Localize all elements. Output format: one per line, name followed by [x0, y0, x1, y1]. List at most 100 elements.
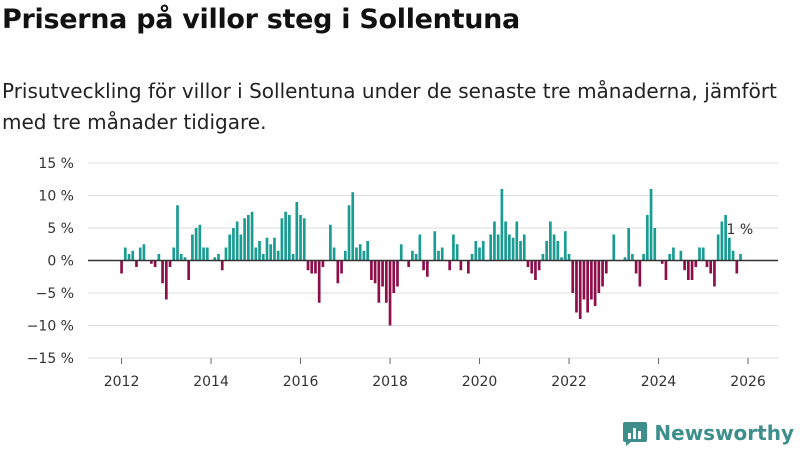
bar — [690, 260, 694, 280]
x-tick-label: 2016 — [283, 374, 319, 390]
bar — [731, 250, 735, 261]
bar — [183, 257, 187, 261]
y-tick-label: 5 % — [47, 221, 74, 237]
bar — [668, 254, 672, 261]
bar — [150, 260, 153, 264]
bar — [425, 260, 429, 277]
bar — [705, 260, 709, 267]
bar — [623, 257, 627, 261]
bar — [347, 205, 351, 261]
bar — [168, 260, 172, 267]
bar — [135, 260, 138, 267]
x-tick-label: 2024 — [641, 374, 677, 390]
bar — [709, 260, 713, 274]
newsworthy-logo[interactable]: Newsworthy — [622, 420, 794, 446]
y-tick-label: −15 % — [27, 351, 74, 367]
bar — [302, 218, 306, 261]
bar — [534, 260, 537, 280]
bar — [351, 192, 355, 261]
y-tick-label: 10 % — [38, 189, 74, 205]
x-tick-label: 2012 — [104, 374, 140, 390]
bar — [466, 260, 470, 274]
bar — [604, 260, 608, 274]
x-tick-label: 2014 — [193, 374, 229, 390]
bar — [295, 202, 299, 261]
x-tick-label: 2018 — [372, 374, 408, 390]
bar — [541, 254, 545, 261]
bar — [239, 234, 243, 261]
bar — [724, 215, 727, 261]
bar — [220, 260, 224, 271]
bar — [254, 247, 258, 261]
bar — [377, 260, 381, 303]
bar — [407, 260, 411, 267]
chart-title: Priserna på villor steg i Sollentuna — [2, 4, 520, 35]
bar — [418, 234, 422, 261]
bar — [560, 257, 563, 261]
bar — [683, 260, 686, 271]
bar — [235, 221, 239, 261]
bar — [299, 215, 302, 261]
bar — [258, 241, 261, 261]
bar — [265, 237, 269, 261]
bar — [153, 260, 157, 267]
bar — [127, 254, 131, 261]
bar — [228, 234, 232, 261]
bar — [396, 260, 399, 287]
bar — [370, 260, 373, 280]
bar — [250, 211, 254, 261]
bar — [306, 260, 310, 271]
bar — [582, 260, 586, 300]
bar — [332, 247, 336, 261]
x-axis-labels: 2012 2014 2016 2018 2020 2022 2024 2026 — [104, 358, 766, 390]
bar — [519, 241, 522, 261]
bar — [590, 260, 593, 300]
bar — [508, 234, 511, 261]
bar — [362, 250, 366, 261]
bar — [698, 247, 701, 261]
bar — [176, 205, 179, 261]
bar — [284, 211, 287, 261]
bar — [563, 231, 567, 261]
bar — [384, 260, 388, 303]
bar — [414, 254, 418, 261]
bar — [314, 260, 317, 274]
bar — [243, 218, 246, 261]
bars — [120, 189, 742, 326]
bar — [672, 247, 675, 261]
bar — [202, 247, 205, 261]
x-tick-label: 2026 — [730, 374, 766, 390]
bar — [504, 221, 507, 261]
bar — [161, 260, 164, 284]
bar — [433, 231, 437, 261]
bar — [493, 221, 496, 261]
bar — [343, 250, 347, 261]
bar — [552, 234, 556, 261]
bar — [276, 250, 280, 261]
last-value-label: 1 % — [727, 222, 754, 238]
bar — [556, 241, 560, 261]
bar — [321, 260, 325, 267]
bar — [649, 189, 653, 261]
bar — [329, 224, 332, 261]
bar — [612, 234, 616, 261]
bar — [713, 260, 716, 287]
bar — [131, 250, 135, 261]
bar — [422, 260, 425, 271]
bar — [627, 228, 631, 261]
bar — [452, 234, 455, 261]
bar-chart-logo-icon — [623, 422, 648, 446]
bar — [373, 260, 377, 284]
bar — [686, 260, 690, 280]
bar — [388, 260, 392, 326]
bar — [120, 260, 123, 274]
bar — [474, 241, 478, 261]
bar — [716, 234, 720, 261]
bar — [739, 254, 742, 261]
bar — [455, 244, 459, 261]
bar — [172, 247, 176, 261]
bar — [310, 260, 314, 274]
bar — [511, 237, 515, 261]
bar — [164, 260, 168, 300]
bar — [586, 260, 589, 313]
